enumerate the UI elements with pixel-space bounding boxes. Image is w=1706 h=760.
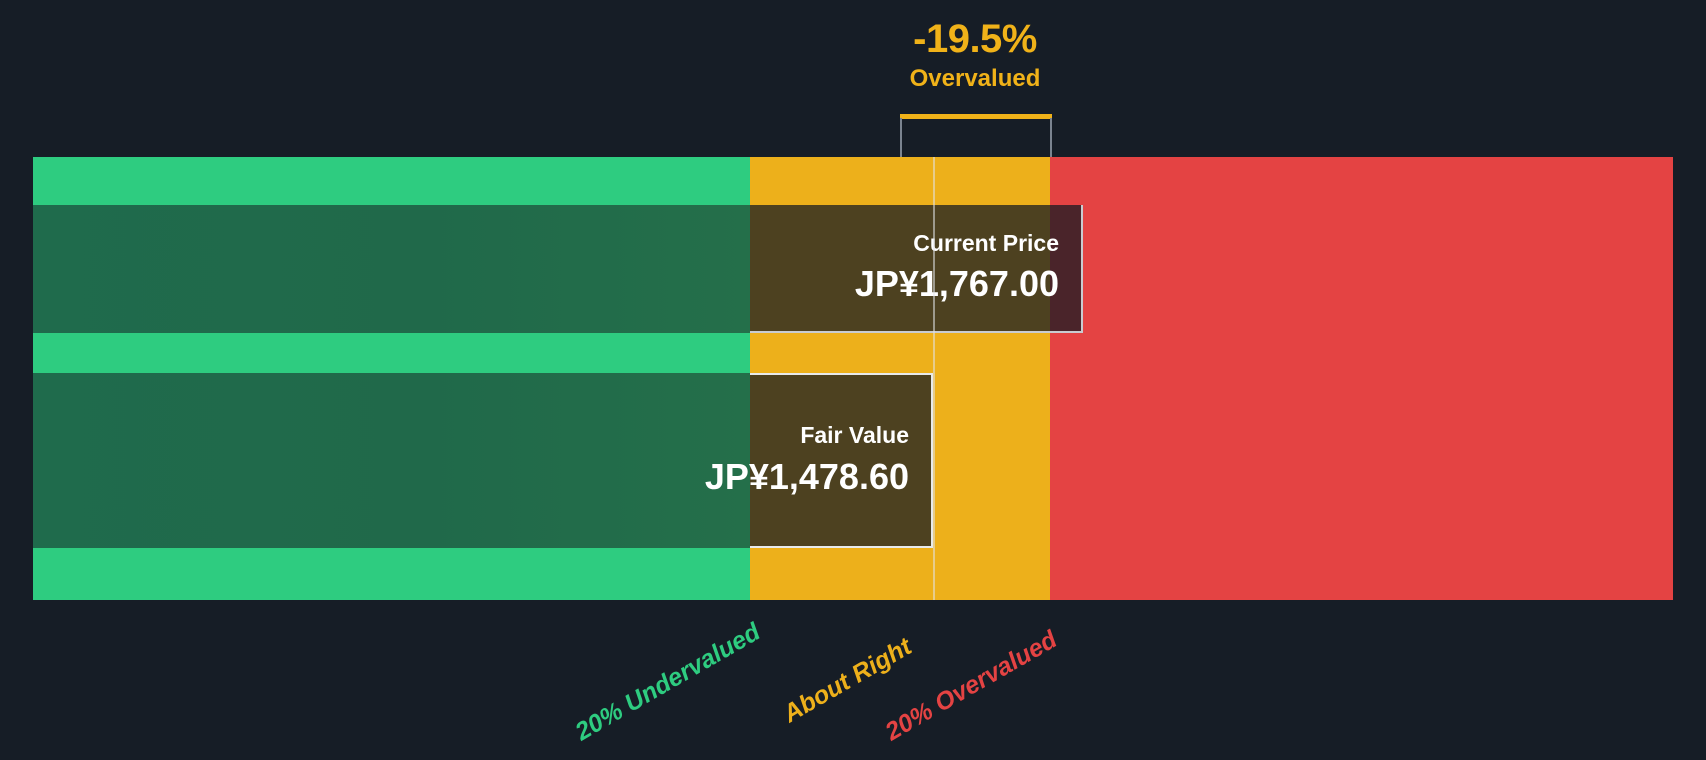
axis-label-undervalued: 20% Undervalued	[570, 617, 765, 747]
valuation-callout: -19.5% Overvalued	[830, 18, 1120, 96]
band-red-strip	[1050, 205, 1673, 333]
fair-value-box[interactable]: Fair Value JP¥1,478.60	[705, 373, 933, 548]
current-price-title: Current Price	[913, 229, 1059, 256]
band-green-strip	[33, 373, 750, 548]
current-price-amount: JP¥1,767.00	[854, 263, 1059, 305]
fair-value-title: Fair Value	[800, 422, 909, 449]
axis-label-about-right: About Right	[778, 632, 917, 729]
discount-percent: -19.5%	[913, 17, 1037, 61]
chart-body: Current Price JP¥1,767.00 Fair Value JP¥…	[33, 157, 1673, 600]
band-red-strip	[1050, 373, 1673, 548]
callout-bracket-leg-right	[1050, 118, 1052, 158]
valuation-status-label: Overvalued	[909, 65, 1041, 92]
fair-value-amount: JP¥1,478.60	[704, 455, 909, 497]
callout-bracket-top	[900, 114, 1052, 119]
callout-bracket-leg-left	[900, 118, 902, 158]
about-right-center-line	[933, 157, 935, 600]
band-green-strip	[33, 205, 750, 333]
axis-label-overvalued: 20% Overvalued	[880, 625, 1062, 747]
current-price-box[interactable]: Current Price JP¥1,767.00	[750, 205, 1083, 333]
